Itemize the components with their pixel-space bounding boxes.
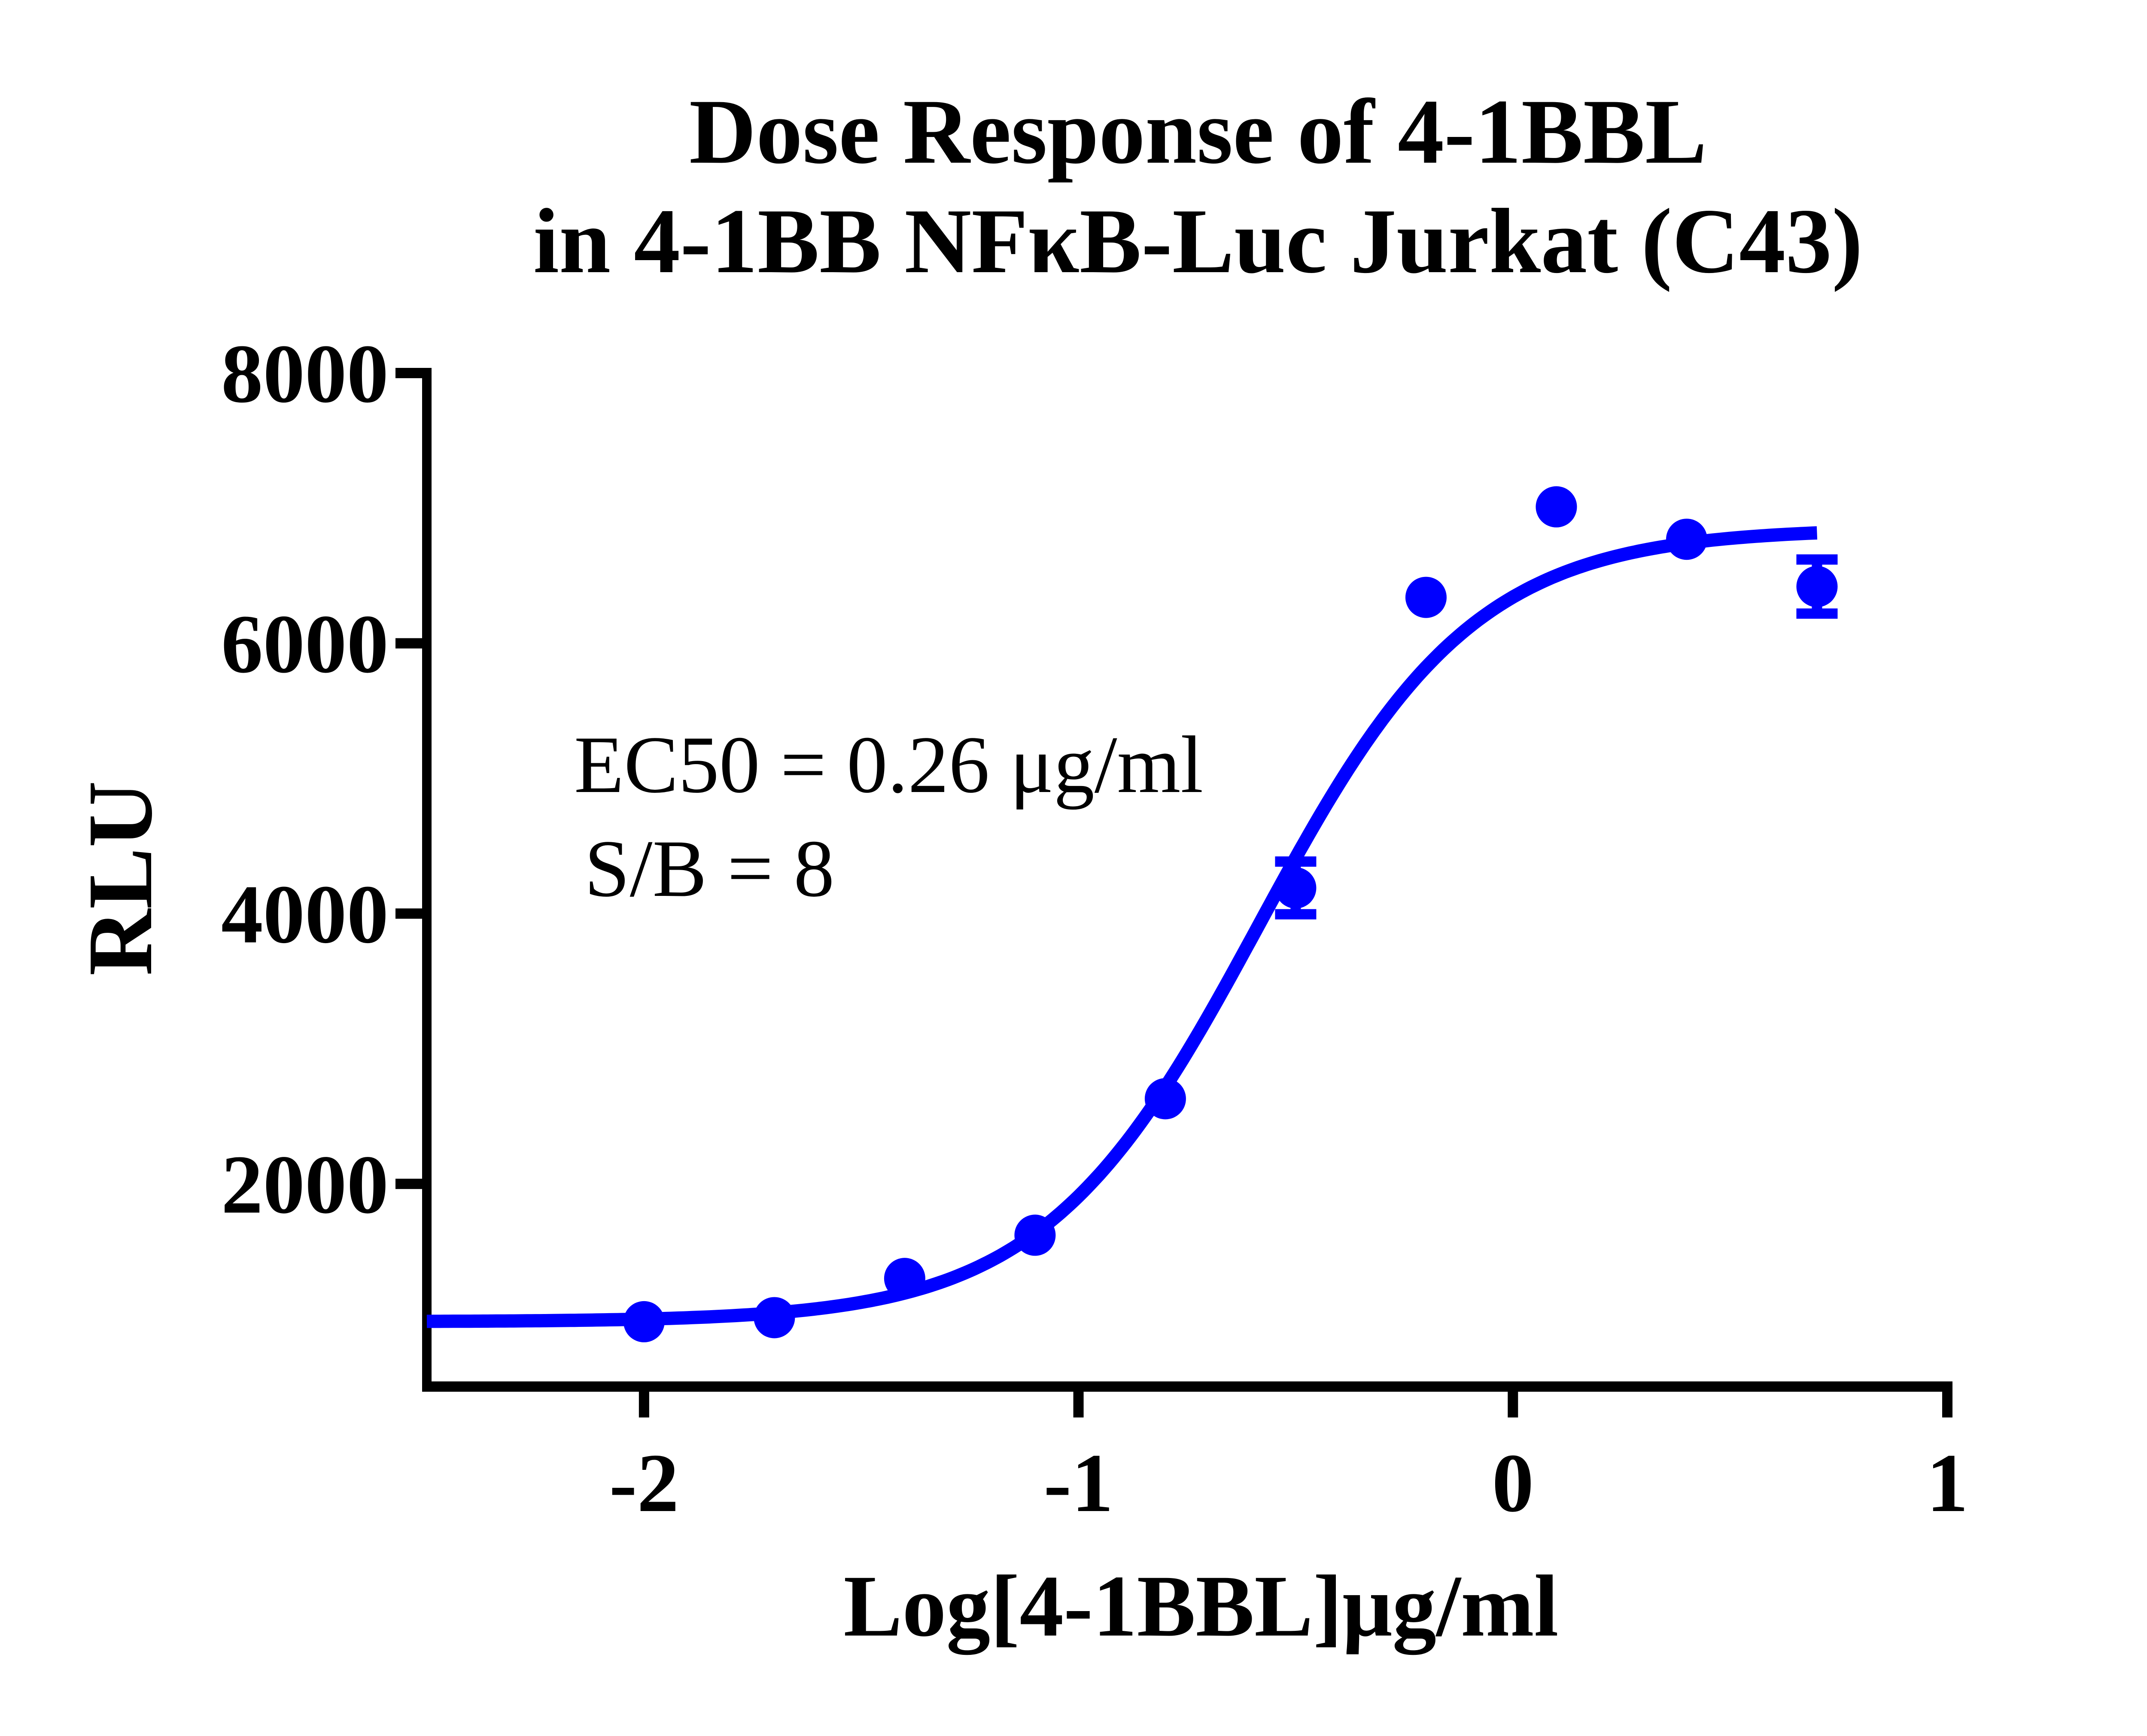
data-point-marker: [623, 1301, 665, 1342]
dose-response-curve: [424, 526, 1819, 1328]
fit-curve: [424, 526, 1819, 1328]
chart-title-line1: Dose Response of 4-1BBL: [689, 80, 1707, 183]
x-tick-label: 0: [1492, 1437, 1534, 1530]
x-tick-mark: [1073, 1392, 1084, 1417]
data-point-marker: [1405, 577, 1447, 618]
axis-ticks: 2000 4000 6000 8000 -2 -1 0 1: [221, 328, 1968, 1530]
x-tick-label: -1: [1043, 1437, 1113, 1530]
y-tick-mark: [395, 908, 422, 919]
y-axis-line: [422, 368, 432, 1392]
data-point-marker: [1796, 566, 1838, 607]
data-points: [623, 486, 1838, 1342]
y-tick-label: 8000: [221, 328, 389, 420]
x-axis-line: [422, 1381, 1952, 1392]
x-tick-mark: [1942, 1392, 1952, 1417]
data-point-marker: [754, 1297, 795, 1338]
data-point-marker: [1014, 1214, 1056, 1256]
data-point-marker: [1536, 486, 1577, 528]
data-point-marker: [884, 1258, 925, 1299]
data-point-marker: [1666, 519, 1707, 560]
x-axis-title: Log[4-1BBL]μg/ml: [843, 1557, 1558, 1655]
ec50-annotation: EC50 = 0.26 μg/ml: [574, 720, 1203, 810]
y-tick-label: 4000: [221, 868, 389, 961]
y-tick-label: 6000: [221, 598, 389, 691]
x-tick-label: 1: [1926, 1437, 1968, 1530]
data-point-marker: [1275, 867, 1317, 909]
x-tick-mark: [1508, 1392, 1518, 1417]
chart-title-line2: in 4-1BB NFκB-Luc Jurkat (C43): [533, 190, 1863, 292]
y-tick-mark: [395, 368, 422, 378]
y-tick-label: 2000: [221, 1138, 389, 1231]
signal-background-annotation: S/B = 8: [584, 824, 834, 914]
y-axis-title: RLU: [69, 781, 171, 976]
x-tick-label: -2: [609, 1437, 679, 1530]
y-tick-mark: [395, 1178, 422, 1189]
x-tick-mark: [639, 1392, 649, 1417]
data-point-marker: [1144, 1078, 1186, 1120]
y-tick-mark: [395, 638, 422, 649]
